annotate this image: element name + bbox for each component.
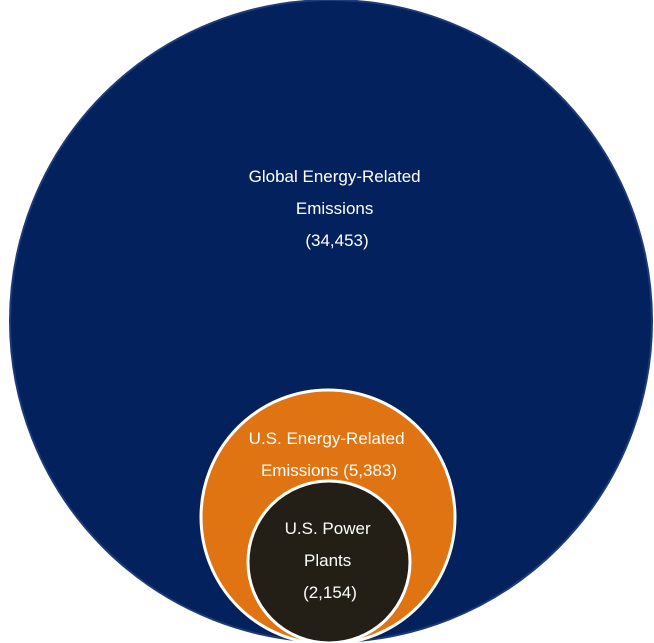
us-power-plants-circle	[246, 479, 412, 643]
us-emissions-label: U.S. Energy-Related Emissions (5,383)	[249, 429, 410, 480]
global-emissions-label: Global Energy-Related Emissions (34,453)	[249, 167, 426, 250]
us-power-plants-label: U.S. Power Plants (2,154)	[285, 519, 376, 602]
